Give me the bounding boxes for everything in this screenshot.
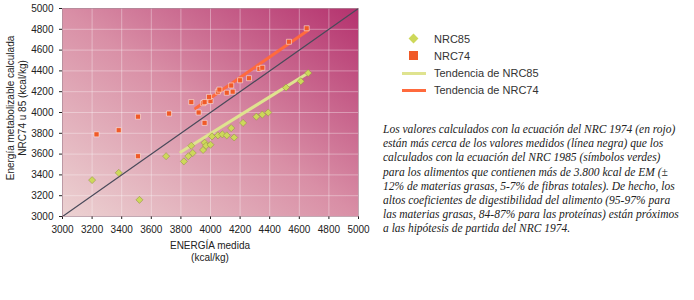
svg-text:3400: 3400 (111, 224, 134, 235)
svg-text:3200: 3200 (31, 190, 54, 201)
svg-text:5000: 5000 (31, 3, 54, 14)
svg-text:3400: 3400 (31, 169, 54, 180)
svg-text:4600: 4600 (31, 44, 54, 55)
html-text:Tendencia de NRC85: Tendencia de NRC85 (434, 66, 539, 79)
html-text:NRC74: NRC74 (434, 49, 471, 62)
svg-text:3200: 3200 (81, 224, 104, 235)
svg-text:3800: 3800 (31, 128, 54, 139)
svg-text:4400: 4400 (31, 65, 54, 76)
html-text:ENERGÍA medida (kcal/kg): ENERGÍA medida (kcal/kg) (170, 240, 250, 263)
html-text:NRC85: NRC85 (434, 32, 471, 45)
html-text:Los valores calculados con la: Los valores calculados con la ecuación d… (383, 123, 679, 235)
svg-text:4600: 4600 (288, 224, 311, 235)
svg-text:5000: 5000 (347, 224, 370, 235)
svg-text:4000: 4000 (199, 224, 222, 235)
svg-text:3800: 3800 (170, 224, 193, 235)
svg-text:3000: 3000 (31, 211, 54, 222)
svg-text:4200: 4200 (31, 86, 54, 97)
svg-text:4400: 4400 (259, 224, 282, 235)
svg-text:4000: 4000 (31, 107, 54, 118)
html-text:Energía metabolizable calculad: Energía metabolizable calculada NRC74 u … (5, 35, 28, 181)
svg-text:4200: 4200 (229, 224, 252, 235)
svg-text:4800: 4800 (318, 224, 341, 235)
svg-text:3600: 3600 (140, 224, 163, 235)
svg-text:3000: 3000 (51, 224, 74, 235)
html-text:Tendencia de NRC74: Tendencia de NRC74 (434, 83, 539, 96)
svg-text:4800: 4800 (31, 24, 54, 35)
svg-text:3600: 3600 (31, 148, 54, 159)
